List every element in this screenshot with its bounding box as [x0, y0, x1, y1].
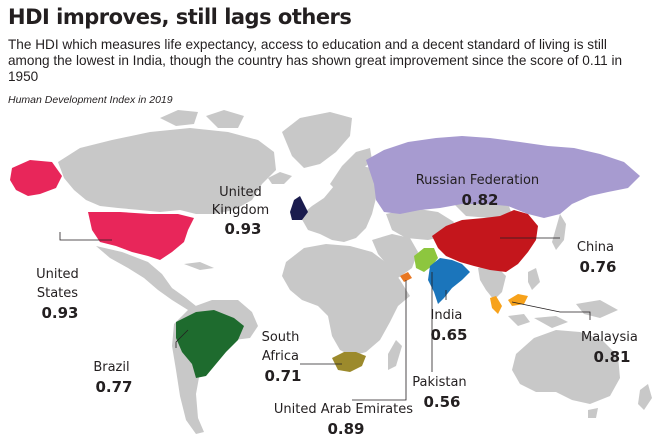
country-brazil [176, 310, 244, 378]
label-malaysia-line-1: Malaysia [581, 330, 638, 345]
label-pakistan-line-1: Pakistan [412, 375, 466, 390]
country-china [432, 210, 538, 272]
label-pakistan: Pakistan 0.56 [412, 371, 472, 411]
leader-united-states [59, 232, 112, 241]
map-subtitle: The HDI which measures life expectancy, … [8, 37, 623, 84]
value-china: 0.76 [579, 258, 616, 276]
label-united-arab-emirates: United Arab Emirates 0.89 [274, 398, 418, 438]
map-caption: Human Development Index in 2019 [8, 94, 173, 106]
value-brazil: 0.77 [95, 378, 132, 396]
label-united-kingdom-line-2: Kingdom [212, 203, 270, 218]
label-india: India 0.65 [430, 304, 467, 344]
label-malaysia: Malaysia 0.81 [581, 326, 643, 366]
label-south-africa-line-2: Africa [262, 349, 299, 364]
leader-lines [59, 232, 591, 401]
country-united-states [88, 212, 194, 260]
label-united-arab-emirates-line-1: United Arab Emirates [274, 402, 413, 417]
label-russian-federation: Russian Federation 0.82 [416, 169, 545, 209]
value-malaysia: 0.81 [593, 348, 630, 366]
label-china-line-1: China [577, 240, 614, 255]
label-india-line-1: India [431, 308, 463, 323]
value-russian-federation: 0.82 [461, 191, 498, 209]
label-south-africa-line-1: South [262, 330, 300, 345]
label-united-kingdom: United Kingdom 0.93 [212, 181, 275, 238]
label-south-africa: South Africa 0.71 [262, 326, 305, 385]
value-india: 0.65 [430, 326, 467, 344]
country-alaska [10, 160, 62, 196]
map-title: HDI improves, still lags others [8, 5, 352, 29]
leader-brazil [175, 329, 189, 348]
value-united-kingdom: 0.93 [224, 220, 261, 238]
label-united-states-line-2: States [37, 286, 78, 301]
value-south-africa: 0.71 [264, 367, 301, 385]
country-india [428, 258, 470, 304]
country-russian-federation [366, 136, 640, 218]
label-united-states: United States 0.93 [36, 263, 84, 322]
value-united-states: 0.93 [41, 304, 78, 322]
label-united-states-line-1: United [36, 267, 79, 282]
label-russian-federation-line-1: Russian Federation [416, 173, 539, 188]
label-brazil-line-1: Brazil [93, 360, 129, 375]
leader-malaysia [511, 301, 591, 320]
country-united-arab-emirates [400, 272, 412, 282]
label-china: China 0.76 [577, 236, 619, 276]
country-south-africa [332, 352, 366, 372]
label-brazil: Brazil 0.77 [93, 356, 134, 396]
country-malaysia-peninsula [490, 296, 502, 314]
country-malaysia-borneo [508, 294, 528, 306]
value-united-arab-emirates: 0.89 [327, 420, 364, 438]
label-united-kingdom-line-1: United [219, 185, 262, 200]
value-pakistan: 0.56 [423, 393, 460, 411]
country-united-kingdom [290, 196, 308, 220]
leader-uae [352, 280, 407, 401]
